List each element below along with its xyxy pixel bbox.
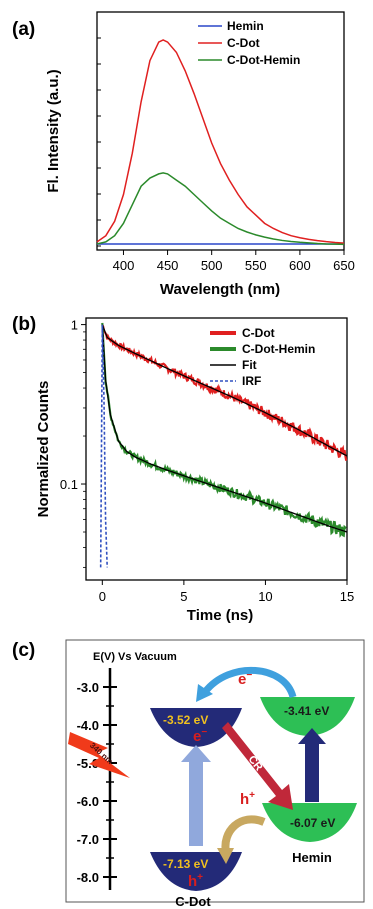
hole-transfer-arrowhead (217, 848, 234, 864)
panel-a-legend-label: Hemin (227, 19, 264, 33)
panel-c-frame (65, 639, 365, 903)
hemin-homo-value: -6.07 eV (290, 816, 335, 830)
panel-b-legend: C-Dot C-Dot-Hemin Fit IRF (210, 326, 315, 388)
cdot-homo-hole: h+ (188, 872, 203, 890)
panel-b-y-tick-label: 1 (71, 318, 78, 333)
panel-a-frame (96, 11, 345, 251)
hemin-up-arrow (298, 728, 326, 802)
electron-transfer-arrow (202, 667, 297, 699)
cr-arrow (222, 722, 293, 810)
panel-a-lines (96, 39, 345, 246)
panel-a-label: (a) (12, 19, 35, 40)
cdot-lumo-value: -3.52 eV (163, 713, 208, 727)
electron-transfer-arrowhead (196, 684, 213, 702)
panel-b-frame (85, 317, 348, 581)
panel-c: (c) E(V) Vs Vacuum -3.0-4.0-5.0-6.0-7.0-… (12, 639, 365, 909)
panel-a-x-tick-label: 600 (289, 258, 311, 273)
panel-a-x-tick-label: 650 (333, 258, 355, 273)
energy-tick-label: -6.0 (77, 794, 99, 809)
panel-b-x-tick-label: 0 (99, 589, 106, 604)
electron-transfer-label: e− (238, 670, 252, 688)
panel-b-legend-label: Fit (242, 358, 257, 372)
panel-a-legend: Hemin C-Dot C-Dot-Hemin (198, 19, 300, 67)
panel-b-x-tick-label: 15 (340, 589, 354, 604)
hole-transfer-arrow (221, 815, 266, 853)
panel-b-y-label: Normalized Counts (35, 381, 52, 518)
cdot-homo-value: -7.13 eV (163, 857, 208, 871)
panel-a-x-label: Wavelength (nm) (160, 281, 280, 298)
panel-a-y-label: Fl. Intensity (a.u.) (45, 69, 62, 192)
energy-tick-label: -5.0 (77, 756, 99, 771)
panel-b-fit-line (101, 324, 348, 533)
cdot-lumo-shape (150, 708, 242, 747)
hemin-lumo-value: -3.41 eV (284, 704, 329, 718)
panel-b-lines (99, 322, 348, 568)
panel-a-x-ticks: 400 450 500 550 600 650 (97, 37, 355, 273)
panel-a-x-tick-label: 400 (113, 258, 135, 273)
energy-tick-label: -8.0 (77, 870, 99, 885)
panel-a-legend-label: C-Dot (227, 36, 260, 50)
hemin-lumo-shape (260, 697, 355, 736)
panel-b: (b) Normalized Counts Time (ns) 0 5 10 1510… (12, 314, 354, 624)
panel-a-x-tick-label: 550 (245, 258, 267, 273)
panel-b-label: (b) (12, 314, 36, 335)
energy-axis-label: E(V) Vs Vacuum (93, 651, 177, 663)
panel-b-y-tick-label: 0.1 (60, 477, 78, 492)
panel-b-legend-label: C-Dot-Hemin (242, 342, 315, 356)
cdot-lumo-electron: e− (193, 727, 207, 745)
panel-b-ticks: 0 5 10 15 1 0.1 (60, 318, 354, 604)
panel-b-legend-label: C-Dot (242, 326, 275, 340)
panel-b-x-tick-label: 10 (258, 589, 272, 604)
energy-axis-ticks: -3.0 -4.0 -5.0 -6.0 -7.0 -8.0 (77, 680, 117, 885)
panel-a-series-line (96, 39, 345, 244)
panel-a-legend-label: C-Dot-Hemin (227, 53, 300, 67)
hole-transfer-label: h+ (240, 790, 255, 808)
hemin-name: Hemin (292, 850, 332, 865)
panel-b-legend-label: IRF (242, 374, 261, 388)
cdot-homo-shape (150, 852, 242, 891)
panel-b-fit-line (101, 324, 348, 457)
energy-tick-label: -3.0 (77, 680, 99, 695)
panel-a-x-tick-label: 450 (157, 258, 179, 273)
panel-b-irf-line (99, 324, 109, 568)
cdot-name: C-Dot (175, 894, 211, 909)
panel-b-x-label: Time (ns) (187, 607, 253, 624)
panel-b-x-tick-label: 5 (180, 589, 187, 604)
energy-tick-label: -7.0 (77, 832, 99, 847)
excitation-arrow (181, 745, 211, 846)
panel-a-series-line (96, 172, 345, 246)
panel-a: (a) Fl. Intensity (a.u.) Wavelength (nm)… (12, 11, 355, 298)
excitation-flash-icon (68, 732, 130, 778)
hemin-homo-shape (262, 803, 357, 842)
panel-a-x-tick-label: 500 (201, 258, 223, 273)
energy-tick-label: -4.0 (77, 718, 99, 733)
panel-c-label: (c) (12, 640, 35, 661)
